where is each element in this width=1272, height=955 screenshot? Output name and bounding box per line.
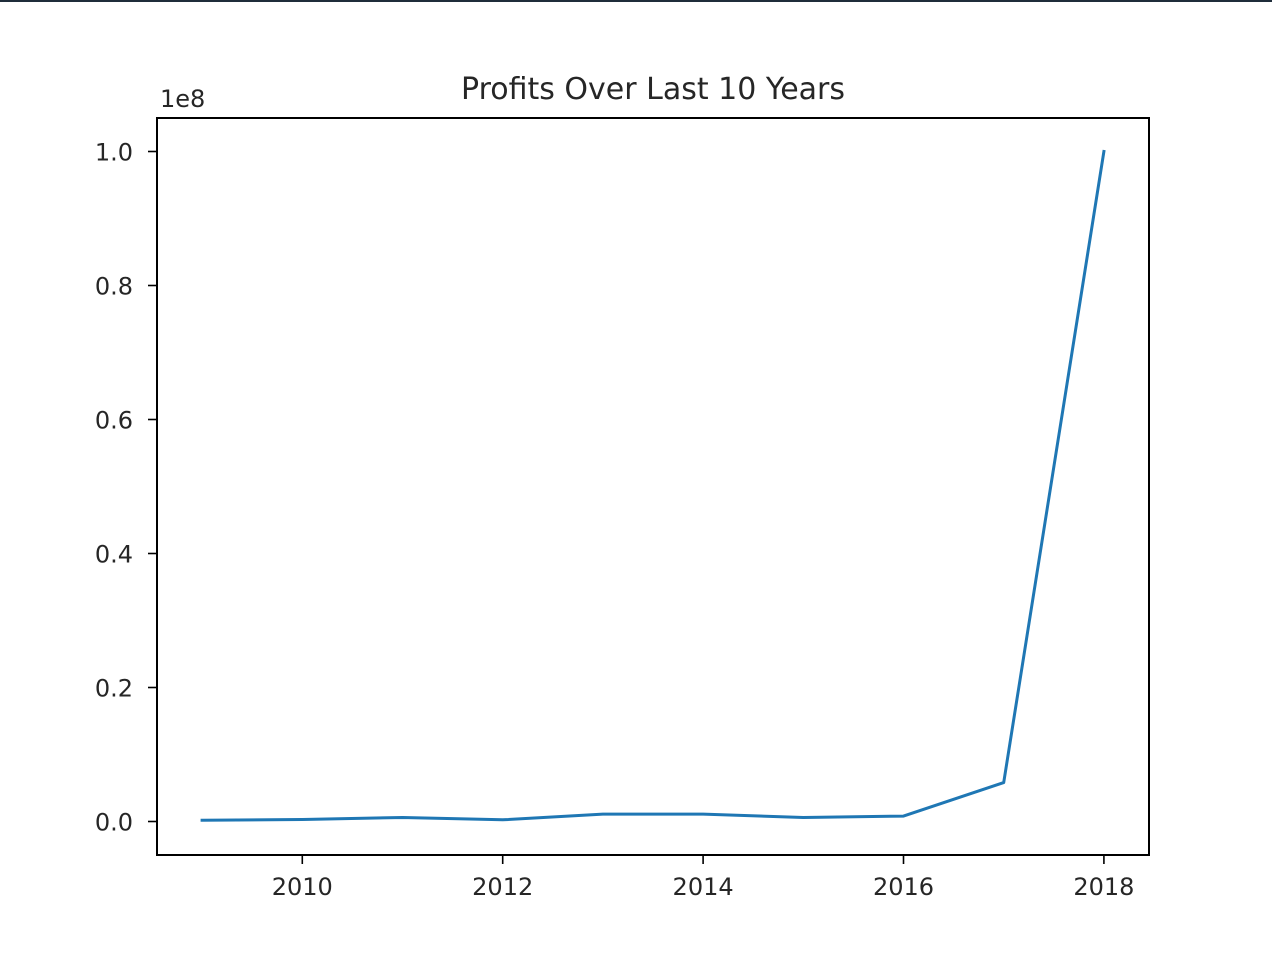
series-line [200, 149, 1106, 822]
y-tick-label: 0.8 [95, 273, 133, 301]
y-tick-label: 0.0 [95, 809, 133, 837]
x-tick-label: 2012 [472, 873, 533, 901]
y-tick-label: 0.2 [95, 675, 133, 703]
y-axis-offset-label: 1e8 [160, 85, 205, 113]
y-tick-label: 0.4 [95, 541, 133, 569]
x-tick-label: 2018 [1073, 873, 1134, 901]
window-top-edge [0, 0, 1272, 2]
x-tick-label: 2010 [272, 873, 333, 901]
y-tick-label: 1.0 [95, 139, 133, 167]
chart-title: Profits Over Last 10 Years [461, 72, 845, 107]
axes-frame [156, 117, 1150, 856]
plot-area: 2010 2012 2014 2016 2018 0.0 0.2 0.4 0.6 0.8 1.0 [95, 139, 1135, 902]
x-tick-label: 2014 [673, 873, 734, 901]
x-tick-label: 2016 [873, 873, 934, 901]
y-tick-label: 0.6 [95, 407, 133, 435]
